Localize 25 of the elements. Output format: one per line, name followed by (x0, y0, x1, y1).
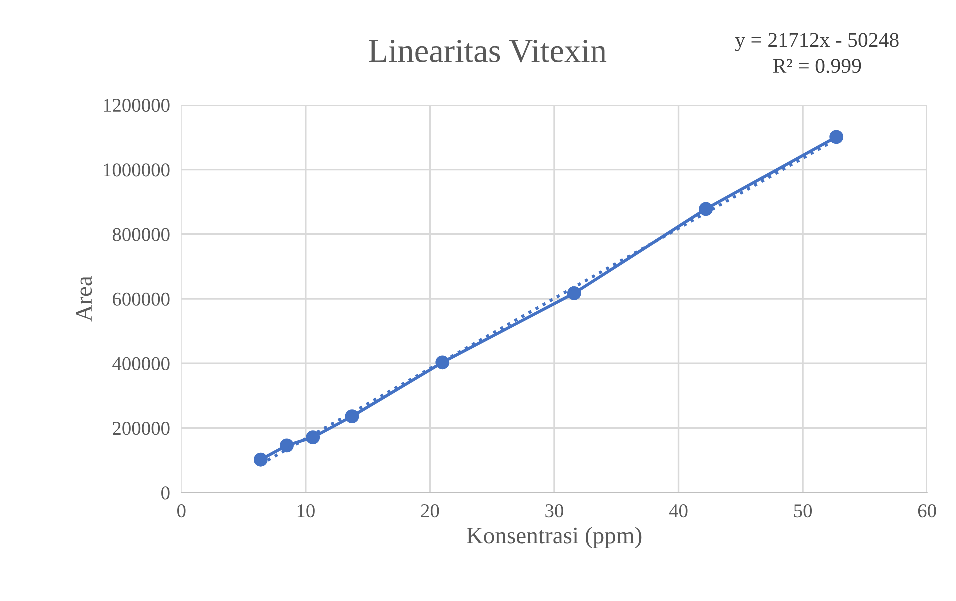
text: y = 21712x - 50248 (735, 33, 899, 52)
point (280, 438, 294, 453)
x-axis-title: Konsentrasi (ppm) (466, 527, 642, 549)
y-tick-label: 0 (162, 486, 170, 500)
y-tick-label: 400000 (112, 357, 170, 371)
x-tick-label: 60 (918, 504, 936, 518)
y-tick-label: 1000000 (104, 164, 170, 177)
point (830, 130, 844, 144)
x-tick-label: 20 (421, 504, 440, 518)
y-tick-label: 1200000 (104, 98, 170, 112)
text: R² = 0.999 (773, 59, 862, 74)
point (254, 452, 268, 467)
y-axis-title: Area (76, 276, 92, 322)
x-tick-label: 30 (546, 504, 564, 518)
x-tick-label: 10 (298, 504, 315, 518)
x-tick-label: 0 (178, 504, 186, 518)
point (306, 430, 320, 445)
point (567, 286, 582, 300)
point (699, 202, 714, 216)
y-tick-label: 200000 (113, 422, 170, 436)
x-tick-label: 50 (794, 504, 812, 518)
y-tick-label: 800000 (112, 228, 170, 242)
chart-title: Linearitas Vitexin (369, 40, 607, 63)
y-tick-label: 600000 (113, 292, 170, 306)
x-tick-label: 40 (669, 504, 688, 518)
